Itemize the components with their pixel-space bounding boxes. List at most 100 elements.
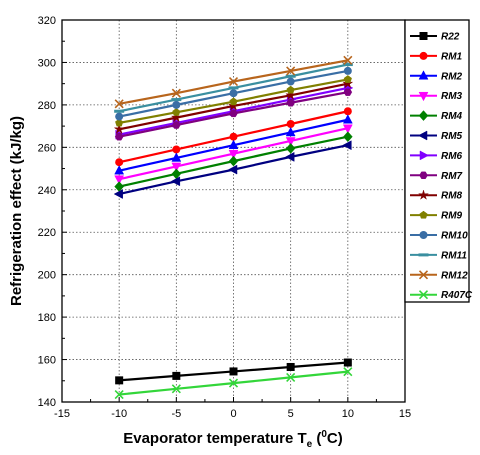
data-point [228,155,239,167]
legend-marker [417,189,430,200]
data-point [342,77,354,89]
series-rm11 [114,63,353,113]
x-marker-stroke [343,367,353,377]
x-tick-label: 15 [399,408,411,420]
data-point [172,121,181,129]
y-tick-label: 240 [38,185,56,197]
data-point [343,88,353,96]
legend-label: RM11 [441,250,467,261]
data-point [115,112,124,121]
data-point [286,372,296,382]
x-axis-title: Evaporator temperature Te (0C) [123,429,343,450]
data-point [343,367,353,377]
data-point [228,76,239,87]
legend-marker [419,150,430,161]
y-tick-label: 160 [38,355,56,367]
data-point [342,131,353,143]
x-axis-title-main: Evaporator temperature T [123,430,306,447]
grid [62,20,405,402]
x-tick-label: 0 [230,408,236,420]
data-point [228,86,239,90]
legend-item-rm8: RM8 [410,189,463,202]
legend-item-rm6: RM6 [410,150,463,162]
series-rm1 [115,107,352,167]
legend-item-rm5: RM5 [410,130,463,142]
legend-marker [418,70,429,80]
x-tick-label: -10 [111,408,127,420]
x-marker-stroke [171,384,181,394]
data-point [114,165,125,175]
data-point [115,158,124,167]
data-point [285,89,297,101]
legend-label: RM8 [441,191,463,202]
data-point [229,109,238,118]
y-tick-label: 220 [38,227,56,239]
data-point [342,63,353,67]
data-point [172,145,181,154]
data-point [286,362,295,371]
y-tick-label: 140 [38,397,56,409]
data-point [228,139,239,149]
data-point [343,66,352,75]
data-point [171,88,181,98]
data-point [114,390,124,400]
data-point [170,176,181,187]
legend-label: RM7 [441,171,463,182]
x-axis-title-paren: ( [312,430,321,447]
x-marker-stroke [343,55,353,65]
data-point [285,137,296,147]
x-marker-stroke [418,290,429,300]
data-point [115,118,124,127]
y-tick-label: 260 [38,142,56,154]
legend-marker [419,51,428,60]
legend-marker [418,110,429,121]
data-point [228,149,239,160]
data-point [170,111,182,123]
x-tick-label: -15 [54,408,70,420]
series-rm9 [115,75,352,127]
legend-item-rm7: RM7 [410,171,463,182]
y-tick-label: 180 [38,312,56,324]
series-rm10 [115,66,352,121]
legend-item-rm11: RM11 [410,250,467,261]
legend-item-rm2: RM2 [410,70,463,82]
legend-label: RM4 [441,111,463,122]
legend-label: RM3 [441,91,463,102]
data-point [286,85,295,94]
legend-marker [419,231,428,239]
y-tick-label: 300 [38,57,56,69]
y-tick-label: 320 [38,15,56,27]
data-point [229,367,238,376]
x-axis-title-subscript: e [307,439,313,450]
data-point [343,55,353,65]
data-point [286,99,295,107]
data-point [114,99,124,109]
data-point [229,97,238,106]
x-marker-stroke [228,76,239,87]
x-marker-stroke [114,99,124,109]
legend-item-rm3: RM3 [410,91,463,102]
data-point [285,126,296,137]
data-point [342,114,353,124]
legend-item-rm1: RM1 [410,51,463,62]
data-point [342,140,352,151]
data-point [171,384,181,394]
data-point [171,152,182,162]
data-point [285,74,296,78]
legend-item-rm4: RM4 [410,110,463,122]
series-rm7 [114,88,353,141]
legend-marker [419,171,428,180]
x-axis-title-unit: C) [327,430,343,447]
x-marker-stroke [418,270,429,280]
x-marker-stroke [171,88,181,98]
legend-label: R22 [441,32,460,43]
legend: R22 RM1 RM2 RM3 RM4 RM5 RM6 RM7 RM8 RM9 RM10 RM11 RM… [404,19,473,303]
legend-item-r407c: R407C [410,290,473,301]
data-point [171,162,182,172]
y-tick-label: 280 [38,100,56,112]
x-marker-stroke [286,372,296,382]
legend-marker [418,270,429,280]
data-point [172,100,181,109]
data-point [228,378,239,388]
